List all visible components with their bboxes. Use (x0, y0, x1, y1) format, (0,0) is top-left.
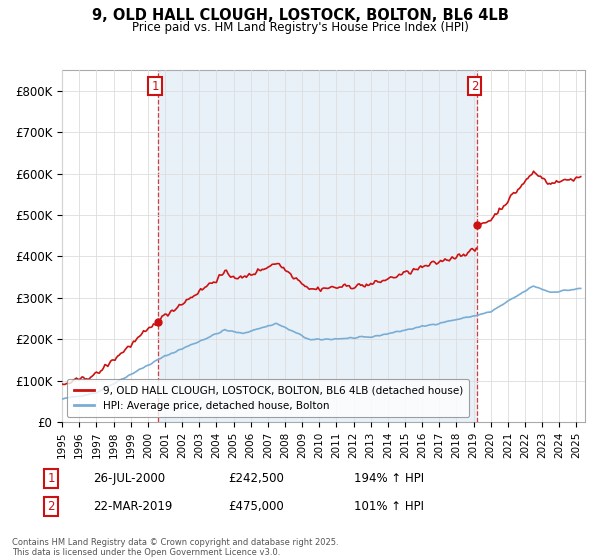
Text: £242,500: £242,500 (228, 472, 284, 486)
Legend: 9, OLD HALL CLOUGH, LOSTOCK, BOLTON, BL6 4LB (detached house), HPI: Average pric: 9, OLD HALL CLOUGH, LOSTOCK, BOLTON, BL6… (67, 379, 469, 417)
Text: 1: 1 (151, 80, 159, 92)
Bar (158, 70, 478, 422)
Text: 1: 1 (47, 472, 55, 486)
Text: 26-JUL-2000: 26-JUL-2000 (93, 472, 165, 486)
Text: 2: 2 (471, 80, 479, 92)
Text: £475,000: £475,000 (228, 500, 284, 514)
Text: 101% ↑ HPI: 101% ↑ HPI (354, 500, 424, 514)
Text: 22-MAR-2019: 22-MAR-2019 (93, 500, 172, 514)
Text: Price paid vs. HM Land Registry's House Price Index (HPI): Price paid vs. HM Land Registry's House … (131, 21, 469, 34)
Text: 194% ↑ HPI: 194% ↑ HPI (354, 472, 424, 486)
Text: 9, OLD HALL CLOUGH, LOSTOCK, BOLTON, BL6 4LB: 9, OLD HALL CLOUGH, LOSTOCK, BOLTON, BL6… (92, 8, 508, 24)
Text: 2: 2 (47, 500, 55, 514)
Text: Contains HM Land Registry data © Crown copyright and database right 2025.
This d: Contains HM Land Registry data © Crown c… (12, 538, 338, 557)
